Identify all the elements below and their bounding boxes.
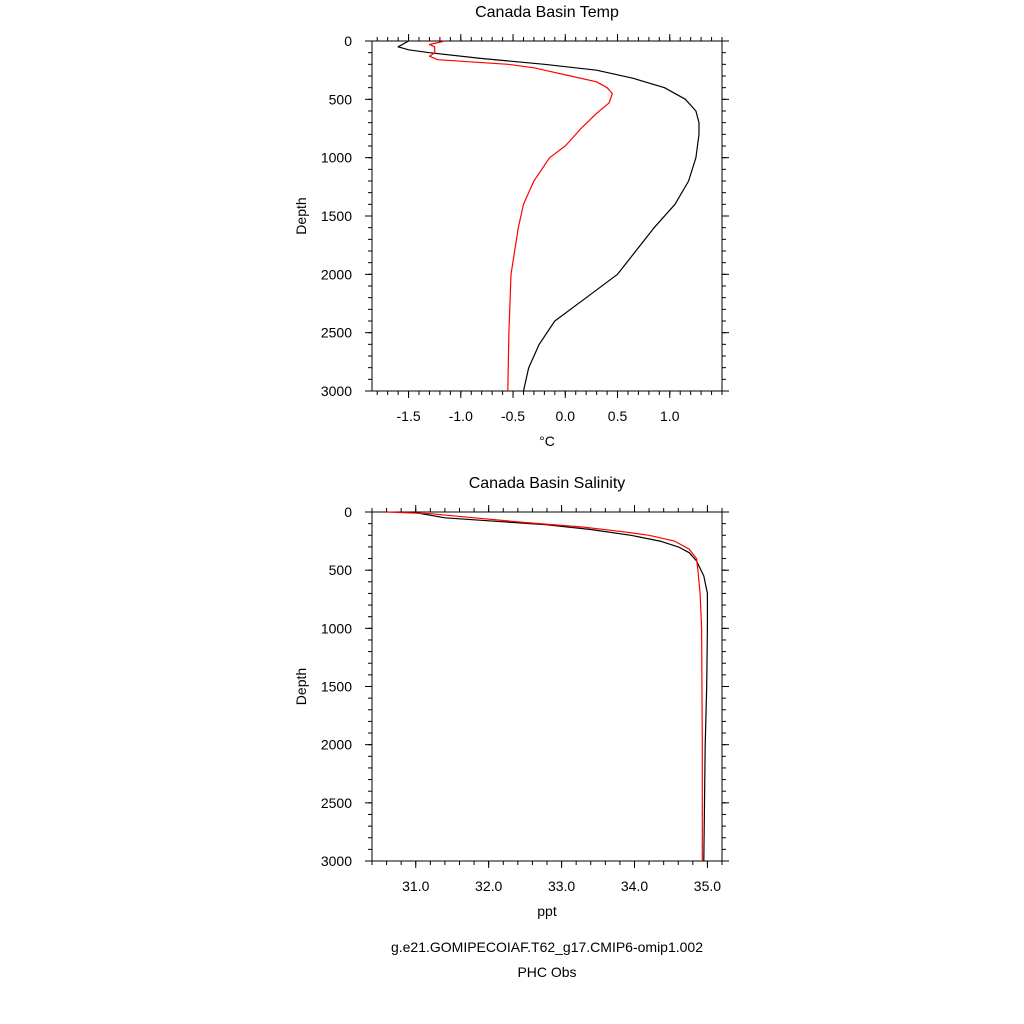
salinity-y-tick-label: 1500 xyxy=(321,679,352,695)
salinity-x-tick-label: 35.0 xyxy=(694,878,721,894)
salinity-y-tick-label: 2000 xyxy=(321,737,352,753)
temp-plot-frame xyxy=(371,40,723,392)
salinity-series-line-obs xyxy=(386,511,703,861)
temp-y-tick-label: 2500 xyxy=(321,325,352,341)
temp-x-tick-label: -1.5 xyxy=(397,408,421,424)
salinity-x-tick-label: 32.0 xyxy=(475,878,502,894)
salinity-x-axis-label: ppt xyxy=(537,903,557,919)
salinity-y-tick-label: 0 xyxy=(344,504,352,520)
temp-x-axis-label: °C xyxy=(539,433,555,449)
temperature-panel: Canada Basin Temp -1.5 -1.0 -0.5 0.0 0.5 1.0 0 5… xyxy=(293,4,729,449)
salinity-y-tick-label: 1000 xyxy=(321,620,352,636)
temp-y-tick-label: 2000 xyxy=(321,266,352,282)
temp-series-line-obs xyxy=(428,40,613,392)
run-name-caption: g.e21.GOMIPECOIAF.T62_g17.CMIP6-omip1.00… xyxy=(391,939,703,955)
salinity-y-axis-label: Depth xyxy=(293,668,309,705)
temp-y-tick-label: 500 xyxy=(329,91,353,107)
salinity-x-tick-label: 33.0 xyxy=(548,878,575,894)
temp-x-tick-label: 0.5 xyxy=(608,408,628,424)
salinity-y-tick-label: 3000 xyxy=(321,853,352,869)
temp-x-tick-label: -1.0 xyxy=(449,408,473,424)
salinity-series-line-model xyxy=(411,511,708,862)
temp-chart-title: Canada Basin Temp xyxy=(475,4,619,21)
salinity-panel: Canada Basin Salinity 31.0 32.0 33.0 34.0 35.… xyxy=(293,475,729,919)
temp-y-tick-label: 1000 xyxy=(321,150,352,166)
temp-series-line-model xyxy=(397,40,700,392)
temp-x-tick-label: 0.0 xyxy=(556,408,576,424)
temp-x-tick-label: -0.5 xyxy=(501,408,525,424)
salinity-x-tick-label: 31.0 xyxy=(402,878,429,894)
salinity-y-tick-label: 500 xyxy=(329,562,353,578)
salinity-chart-title: Canada Basin Salinity xyxy=(469,475,626,492)
temp-y-tick-label: 0 xyxy=(344,33,352,49)
temp-x-tick-label: 1.0 xyxy=(660,408,680,424)
obs-name-caption: PHC Obs xyxy=(517,964,576,980)
salinity-plot-frame xyxy=(371,511,723,862)
salinity-x-tick-label: 34.0 xyxy=(621,878,648,894)
salinity-y-tick-label: 2500 xyxy=(321,795,352,811)
temp-y-axis-label: Depth xyxy=(293,197,309,234)
temp-y-tick-label: 1500 xyxy=(321,208,352,224)
temp-y-tick-label: 3000 xyxy=(321,383,352,399)
